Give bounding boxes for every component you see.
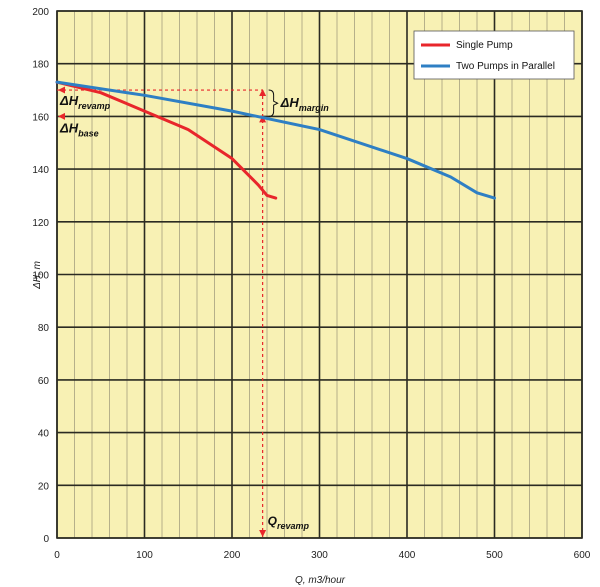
q-revamp-label: Qrevamp bbox=[268, 514, 310, 531]
dh-margin-label-main: ΔH bbox=[280, 95, 300, 110]
y-tick-label: 20 bbox=[38, 481, 50, 492]
q-revamp-label-subscript: revamp bbox=[277, 521, 310, 531]
y-tick-labels: 0 20 40 60 80 100 120 140 160 180 200 bbox=[32, 7, 49, 545]
x-tick-label: 500 bbox=[486, 550, 503, 561]
y-tick-label: 200 bbox=[32, 7, 49, 18]
legend: Single Pump Two Pumps in Parallel bbox=[413, 30, 575, 80]
dh-revamp-label-subscript: revamp bbox=[78, 101, 111, 111]
y-tick-label: 120 bbox=[32, 218, 49, 229]
legend-label-single: Single Pump bbox=[456, 40, 513, 51]
x-tick-label: 400 bbox=[399, 550, 416, 561]
dh-base-label-subscript: base bbox=[78, 128, 99, 138]
dh-base-label-main: ΔH bbox=[59, 120, 79, 135]
y-tick-label: 60 bbox=[38, 376, 50, 387]
y-tick-label: 80 bbox=[38, 323, 50, 334]
x-axis-title: Q, m3/hour bbox=[295, 575, 346, 586]
x-tick-label: 100 bbox=[136, 550, 153, 561]
legend-box bbox=[413, 30, 575, 80]
x-tick-labels: 0 100 200 300 400 500 600 bbox=[54, 550, 591, 561]
y-tick-label: 180 bbox=[32, 60, 49, 71]
legend-label-parallel: Two Pumps in Parallel bbox=[456, 61, 555, 72]
dh-base-label: ΔHbase bbox=[59, 120, 99, 138]
series-line-single-pump bbox=[55, 80, 278, 200]
series-line-two-pumps-parallel bbox=[55, 80, 496, 200]
y-axis-title: ΔH, m bbox=[32, 261, 43, 290]
y-tick-label: 0 bbox=[43, 534, 49, 545]
x-tick-label: 600 bbox=[574, 550, 591, 561]
grid bbox=[56, 10, 583, 539]
dh-margin-label-subscript: margin bbox=[299, 103, 330, 113]
y-tick-label: 160 bbox=[32, 112, 49, 123]
dh-revamp-label: ΔHrevamp bbox=[59, 93, 111, 111]
q-revamp-label-main: Q bbox=[268, 514, 278, 528]
y-tick-label: 40 bbox=[38, 429, 50, 440]
x-tick-label: 200 bbox=[224, 550, 241, 561]
y-tick-label: 100 bbox=[32, 271, 49, 282]
series-lines bbox=[55, 80, 496, 200]
reference-lines bbox=[57, 86, 279, 538]
dh-margin-label: ΔHmargin bbox=[280, 95, 330, 113]
margin-top-arrowhead bbox=[259, 89, 267, 97]
base-arrowhead bbox=[58, 112, 65, 120]
q-revamp-arrowhead bbox=[259, 530, 267, 537]
dh-revamp-label-main: ΔH bbox=[59, 93, 79, 108]
x-tick-label: 0 bbox=[54, 550, 60, 561]
x-tick-label: 300 bbox=[311, 550, 328, 561]
y-tick-label: 140 bbox=[32, 165, 49, 176]
margin-bracket bbox=[268, 89, 279, 117]
revamp-arrowhead bbox=[58, 86, 65, 94]
plot-border bbox=[56, 10, 583, 539]
